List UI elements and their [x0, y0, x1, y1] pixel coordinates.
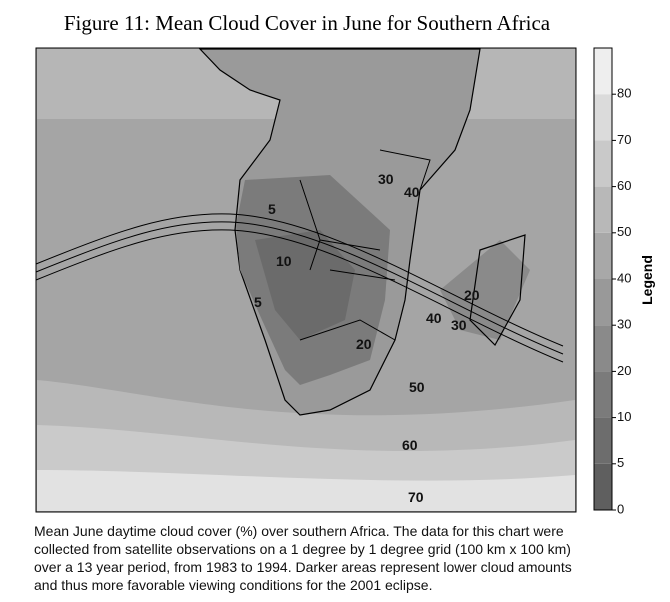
contour-label: 20 [356, 336, 372, 352]
legend-band [594, 186, 612, 233]
contour-label: 30 [451, 317, 467, 333]
contour-label: 50 [409, 379, 425, 395]
contour-label: 20 [464, 287, 480, 303]
legend: 0 5 10 20 30 40 50 60 70 80 [593, 47, 631, 516]
contour-label: 30 [378, 171, 394, 187]
legend-tick-label: 0 [617, 501, 624, 516]
legend-band [594, 140, 612, 187]
legend-tick-label: 40 [617, 270, 631, 285]
eclipse-path [35, 213, 564, 347]
contour-label: 10 [276, 253, 292, 269]
legend-band [594, 463, 612, 510]
legend-band [594, 94, 612, 141]
legend-tick-label: 80 [617, 86, 631, 101]
caption-line: Mean June daytime cloud cover (%) over s… [34, 523, 564, 539]
legend-tick-label: 60 [617, 178, 631, 193]
legend-band [594, 279, 612, 326]
legend-band [594, 417, 612, 464]
legend-band [594, 232, 612, 279]
contour-label: 60 [402, 437, 418, 453]
legend-title: Legend [639, 255, 655, 305]
contour-label: 70 [408, 489, 424, 505]
contour-labels: 5 10 5 30 40 20 40 30 20 50 60 70 [254, 171, 480, 505]
eclipse-path [35, 221, 564, 355]
caption-line: collected from satellite observations on… [34, 541, 571, 557]
contour-label: 5 [254, 294, 262, 310]
legend-tick-label: 5 [617, 455, 624, 470]
legend-band [594, 325, 612, 372]
band [37, 470, 575, 511]
borders [299, 149, 431, 341]
madagascar [469, 234, 526, 346]
caption-line: over a 13 year period, from 1983 to 1994… [34, 559, 572, 575]
legend-band [594, 371, 612, 418]
legend-tick-label: 10 [617, 409, 631, 424]
legend-tick-label: 70 [617, 132, 631, 147]
legend-tick-label: 20 [617, 363, 631, 378]
contour-label: 40 [426, 310, 442, 326]
eclipse-path [35, 229, 564, 363]
contour-label: 40 [404, 184, 420, 200]
legend-tick-label: 30 [617, 317, 631, 332]
legend-tick-label: 50 [617, 224, 631, 239]
caption-line: and thus more favorable viewing conditio… [34, 577, 432, 593]
caption: Mean June daytime cloud cover (%) over s… [34, 523, 572, 593]
contour-label: 5 [268, 201, 276, 217]
lowest-cloud-region [255, 230, 355, 340]
title: Figure 11: Mean Cloud Cover in June for … [64, 11, 551, 35]
legend-frame [593, 47, 613, 511]
legend-band [594, 48, 612, 95]
map [35, 47, 577, 513]
